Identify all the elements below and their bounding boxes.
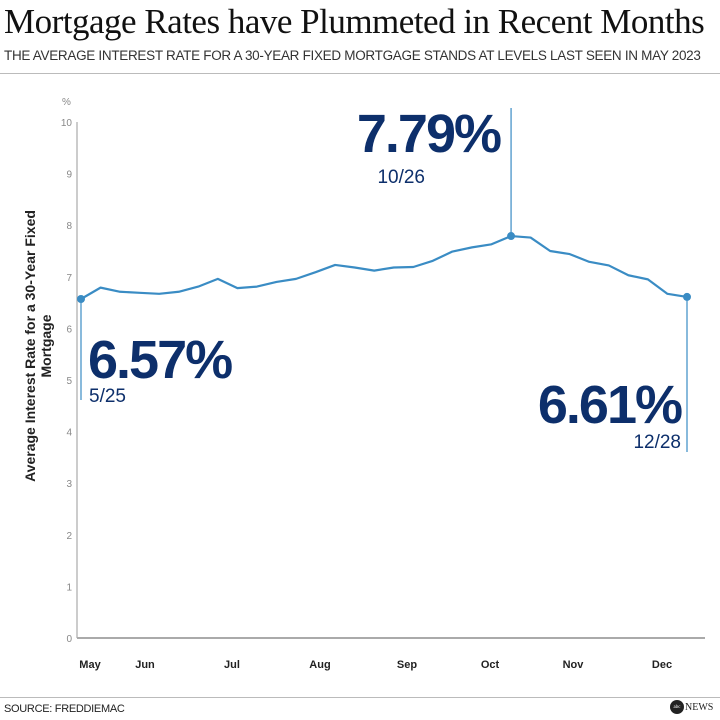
footer-divider (0, 697, 720, 698)
y-tick-label: 8 (66, 221, 72, 232)
header-divider (0, 73, 720, 74)
annotation-date-start: 5/25 (89, 386, 126, 407)
data-point-5-25 (77, 294, 85, 303)
x-tick-label: Jul (224, 659, 240, 671)
x-tick-label: Oct (481, 659, 500, 671)
x-tick-label: Sep (397, 659, 417, 671)
series-line (80, 234, 688, 300)
x-tick-label: Dec (652, 659, 672, 671)
y-tick-label: 5 (66, 376, 72, 387)
x-tick-label: Aug (309, 659, 330, 671)
data-point-12-28 (683, 292, 691, 301)
annotation-date-peak: 10/26 (377, 167, 425, 188)
line-chart: % 0 1 2 3 4 5 6 7 8 9 10 May Jun Jul Aug Sep Oct Nov Dec 7.7… (61, 97, 705, 671)
y-tick-label: 2 (66, 531, 72, 542)
y-tick-label: 1 (66, 582, 72, 593)
y-tick-label: 3 (66, 479, 72, 490)
annotation-value-peak: 7.79% (357, 104, 501, 164)
y-tick-label: 4 (66, 428, 72, 439)
y-unit-label: % (62, 97, 71, 108)
y-tick-label: 10 (61, 118, 73, 129)
annotation-value-end: 6.61% (538, 375, 682, 435)
subtitle: THE AVERAGE INTEREST RATE FOR A 30-YEAR … (4, 48, 701, 63)
source-note: SOURCE: FREDDIEMAC (4, 703, 125, 715)
y-tick-label: 6 (66, 324, 72, 335)
abc-news-logo: abc NEWS (670, 700, 713, 714)
annotation-date-end: 12/28 (633, 432, 681, 453)
x-tick-label: May (79, 659, 101, 671)
y-tick-label: 9 (66, 170, 72, 181)
y-tick-label: 7 (66, 273, 72, 284)
data-point-10-26 (507, 232, 516, 241)
annotation-value-start: 6.57% (88, 330, 232, 390)
x-tick-label: Nov (563, 659, 585, 671)
page-title: Mortgage Rates have Plummeted in Recent … (4, 2, 705, 41)
y-tick-label: 0 (66, 634, 72, 645)
x-tick-label: Jun (135, 659, 155, 671)
